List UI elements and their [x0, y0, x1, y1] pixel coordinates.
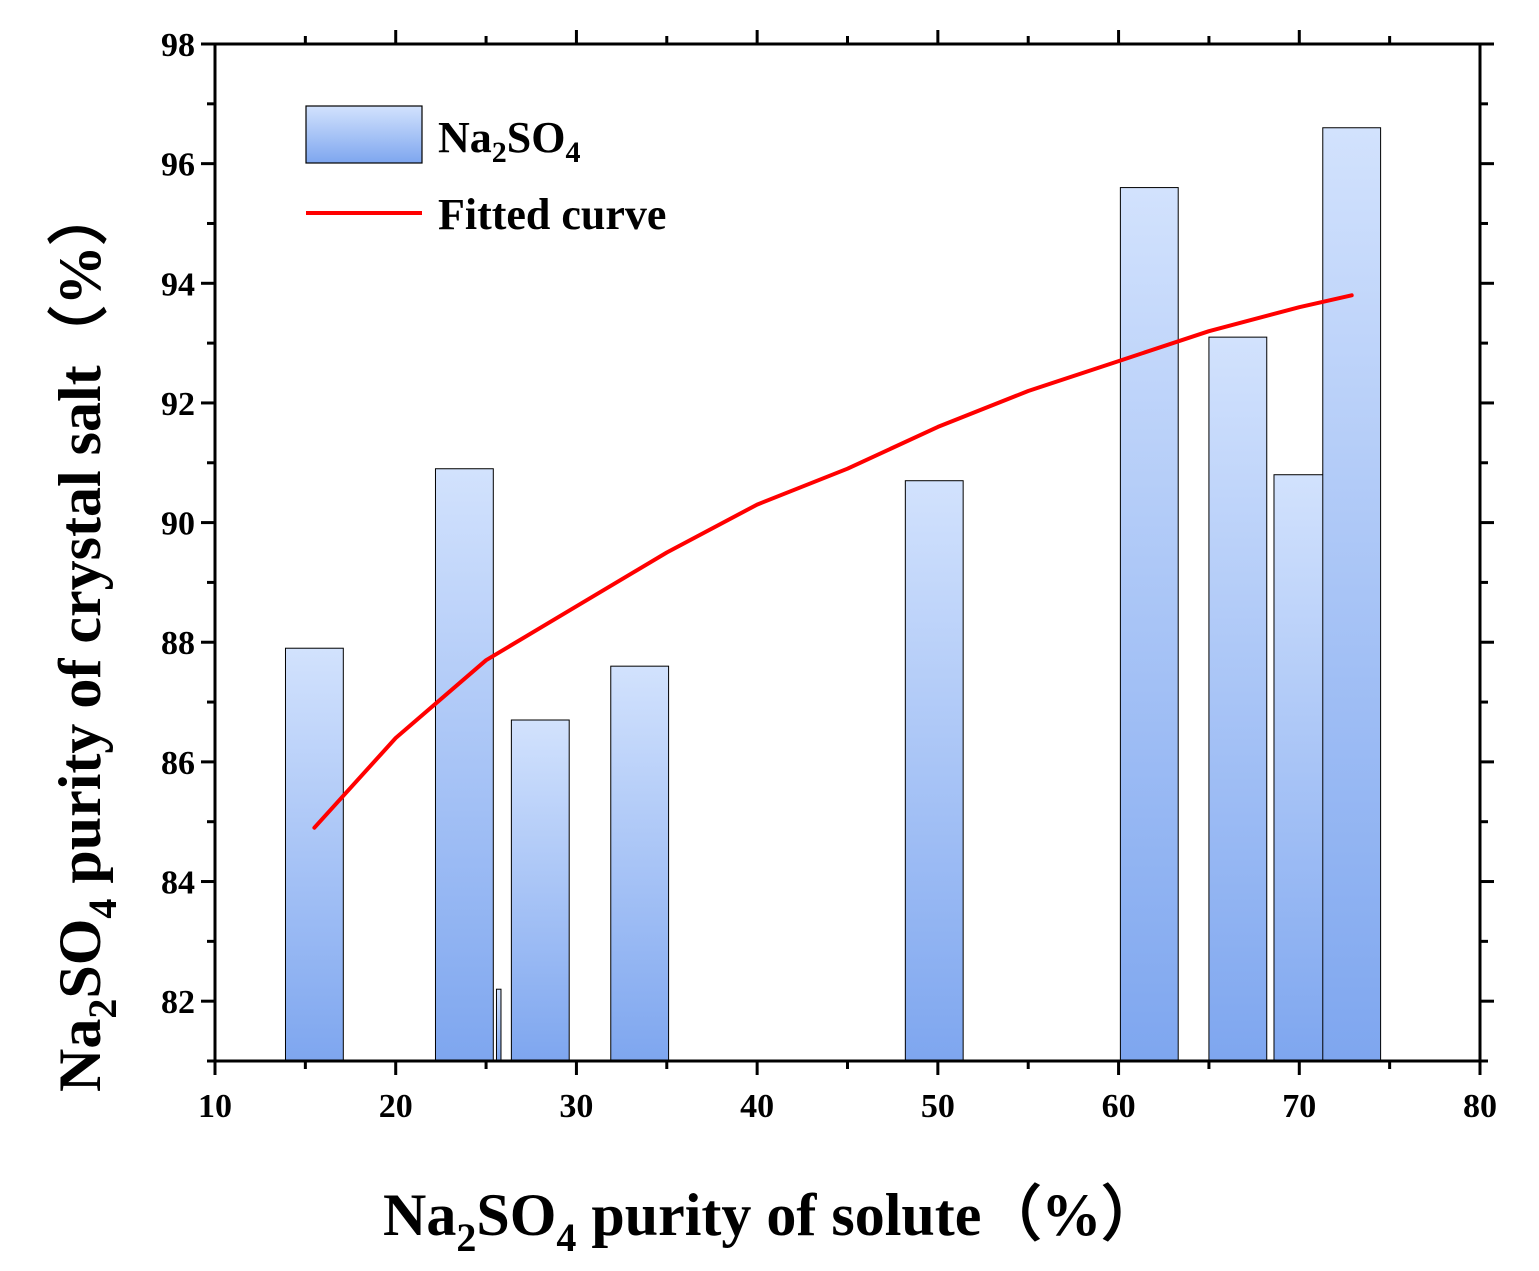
y-tick-label-86: 86: [161, 745, 195, 782]
bar-1: [284, 647, 344, 1062]
y-tick-label-82: 82: [161, 984, 195, 1021]
legend-label-na2so4: Na2SO4: [438, 113, 580, 169]
y-tick-label-96: 96: [161, 147, 195, 184]
x-tick-label-10: 10: [198, 1088, 232, 1125]
bar-4: [610, 665, 670, 1062]
curve-layer: [312, 293, 1354, 830]
axes-layer: 10 20 30 40 50 60 70 80 82 84 86 88 90 92 94 96 98: [161, 27, 1497, 1125]
x-tick-label-20: 20: [379, 1088, 413, 1125]
y-axis-title: Na2SO4 purity of crystal salt（%）: [46, 185, 125, 1092]
y-tick-label-98: 98: [161, 27, 195, 64]
y-tick-label-84: 84: [161, 865, 195, 902]
bar-3: [510, 719, 570, 1062]
y-tick-label-88: 88: [161, 625, 195, 662]
y-tick-label-92: 92: [161, 386, 195, 423]
x-tick-label-70: 70: [1282, 1088, 1316, 1125]
x-tick-label-50: 50: [921, 1088, 955, 1125]
y-tick-label-90: 90: [161, 506, 195, 543]
extra-bar-mark-1: [495, 988, 502, 1062]
bar-9: [1322, 127, 1382, 1062]
x-tick-label-80: 80: [1463, 1088, 1497, 1125]
legend-bar-swatch: [305, 105, 423, 164]
bar-6: [1119, 187, 1179, 1062]
bar-2: [434, 468, 494, 1062]
x-axis-title: Na2SO4 purity of solute（%）: [383, 1181, 1161, 1260]
fitted-curve-line: [312, 293, 1354, 830]
bar-5: [904, 480, 964, 1062]
bar-8: [1273, 474, 1333, 1062]
x-tick-label-40: 40: [740, 1088, 774, 1125]
x-tick-label-30: 30: [559, 1088, 593, 1125]
bars-layer: [284, 127, 1382, 1062]
legend-label-fitted-curve: Fitted curve: [438, 190, 666, 239]
x-tick-label-60: 60: [1102, 1088, 1136, 1125]
y-tick-label-94: 94: [161, 266, 195, 303]
legend: Na2SO4 Fitted curve: [305, 105, 666, 239]
bar-7: [1208, 336, 1268, 1062]
